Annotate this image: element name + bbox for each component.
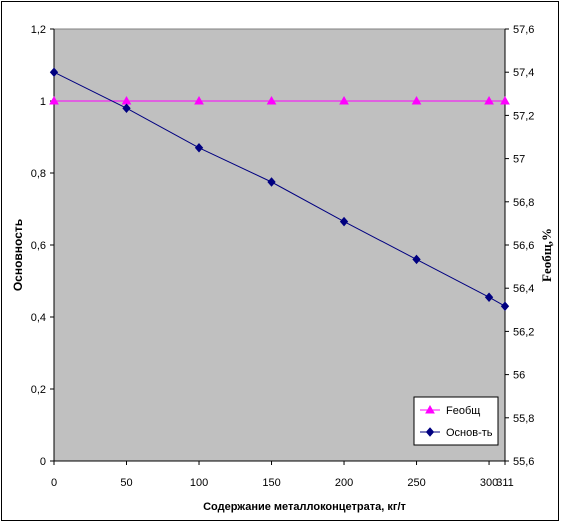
x-tick-label: 0	[51, 477, 57, 489]
y-right-tick-label: 57,2	[513, 110, 534, 122]
x-tick-label: 100	[190, 477, 208, 489]
legend-label: Feобщ	[446, 405, 480, 417]
legend-box	[413, 396, 499, 446]
plot-area	[53, 28, 506, 462]
data-point	[194, 95, 204, 105]
y-left-tick-label: 0,8	[31, 168, 46, 180]
data-point	[49, 67, 59, 77]
data-point	[267, 177, 276, 187]
y-right-tick-label: 56,2	[513, 326, 534, 338]
data-point	[484, 292, 494, 302]
y-right-tick-label: 56	[513, 370, 525, 382]
series-fe-total	[49, 95, 510, 105]
data-point	[339, 216, 349, 227]
data-point	[412, 254, 421, 265]
y-left-tick-label: 0,2	[31, 384, 46, 396]
data-point	[122, 103, 131, 113]
y-right-tick-label: 57,6	[513, 24, 534, 36]
data-point	[266, 95, 277, 105]
y-right-tick-label: 56,4	[513, 283, 534, 295]
y-axis-label-right: Feобщ,%	[539, 228, 554, 282]
x-tick-label: 150	[262, 477, 280, 489]
y-left-tick-label: 0,6	[31, 240, 46, 252]
data-point	[49, 95, 59, 105]
y-right-tick-label: 55,8	[513, 413, 534, 425]
series-basicity	[49, 67, 510, 311]
y-left-tick-label: 0	[40, 456, 46, 468]
x-tick-label: 250	[407, 477, 425, 489]
y-axis-label-left: Основность	[11, 219, 25, 291]
legend-marker	[425, 404, 435, 414]
data-point	[500, 95, 510, 105]
x-tick-label: 311	[496, 477, 514, 489]
legend: Feобщ Основ-ть	[413, 396, 499, 446]
x-axis-label: Содержание металлоконцетрата, кг/т	[203, 501, 406, 513]
y-right-tick-label: 56,6	[513, 240, 534, 252]
y-right-tick-label: 57,4	[513, 67, 534, 79]
data-point	[339, 95, 349, 105]
y-left-tick-label: 0,4	[31, 312, 46, 324]
x-tick-label: 300	[480, 477, 498, 489]
series-line	[53, 71, 506, 307]
y-left-tick-label: 1,2	[31, 24, 46, 36]
x-tick-label: 200	[335, 477, 353, 489]
axes: 0 0,2 0,4 0,6 0,8 1 1,2 55,6 55,8 56 56,2 56,4 56,6 5…	[31, 24, 535, 489]
y-right-tick-label: 57	[513, 154, 525, 166]
data-point	[411, 95, 422, 105]
legend-marker	[425, 427, 435, 437]
x-tick-label: 50	[120, 477, 132, 489]
data-point	[500, 301, 510, 311]
legend-label: Основ-ть	[446, 427, 493, 439]
y-right-tick-label: 56,8	[513, 197, 534, 209]
data-point	[484, 95, 494, 105]
series-layer	[49, 67, 510, 311]
y-right-tick-label: 55,6	[513, 456, 534, 468]
y-left-tick-label: 1	[40, 96, 46, 108]
data-point	[194, 143, 204, 153]
